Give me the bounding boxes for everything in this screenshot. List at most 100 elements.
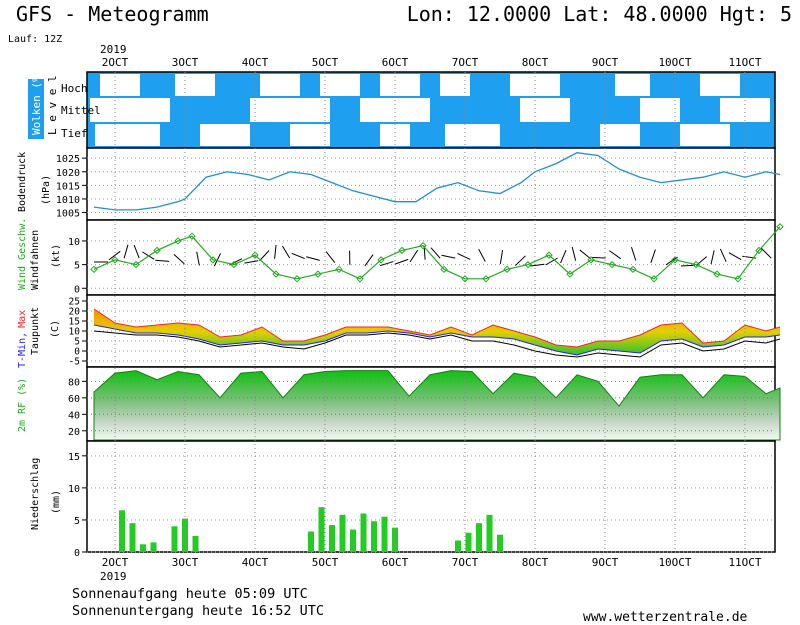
humidity-tick-label: 60 (68, 394, 80, 405)
wind-speed-point (608, 260, 616, 269)
precip-bar (476, 523, 482, 552)
wind-speed-point (174, 237, 182, 245)
precip-bar (455, 540, 461, 552)
cloud-shape (380, 124, 410, 146)
wind-barb (680, 264, 695, 267)
temperature-grid (87, 300, 775, 362)
pressure-tick-label: 1020 (56, 168, 80, 179)
wind-barb (274, 244, 277, 259)
wind-frame (86, 219, 776, 296)
cloud-label: Wolken (%) (30, 69, 43, 135)
date-label-top: 6OCT (382, 56, 409, 69)
wind-barb (457, 253, 471, 260)
cloud-shape (260, 74, 300, 96)
cloud-shape (175, 74, 215, 96)
precip-bars (119, 507, 503, 552)
wind-barb (515, 255, 526, 266)
wind-barb (579, 249, 591, 260)
wind-speed-point (272, 270, 280, 278)
precip-bar (308, 531, 314, 552)
precip-bar (119, 510, 125, 552)
humidity-area (93, 370, 781, 441)
precip-bar (339, 514, 346, 552)
wind-label: Wind Geschw. (17, 218, 28, 290)
temperature-range-band (94, 309, 780, 355)
date-label-bottom: 6OCT (382, 556, 409, 569)
cloud-shape (360, 98, 430, 122)
wind-barb (133, 244, 140, 259)
date-axis-bottom: 2OCT 3OCT 4OCT 5OCT 6OCT 7OCT 8OCT 9OCT 10OCT 11O… (102, 556, 762, 569)
wind-barb (282, 245, 291, 259)
temperature-tick-label: 25 (69, 297, 80, 308)
sunset-text: Sonnenuntergang heute 16:52 UTC (72, 603, 324, 619)
date-label-top: 7OCT (452, 56, 479, 69)
temperature-label: T-Min, Max (17, 310, 28, 368)
wind-speed-point (230, 260, 238, 269)
cloud-level-word: L e v e l (46, 75, 59, 135)
wind-barb (728, 252, 742, 260)
pressure-tick-label: 1025 (56, 154, 80, 165)
website-credit: www.wetterzentrale.de (583, 610, 748, 625)
chart-title: GFS - Meteogramm (16, 2, 209, 26)
wind-unit: (kt) (51, 244, 62, 268)
wind-speed-point (734, 275, 742, 283)
cloud-shape (440, 74, 470, 96)
tmax-label: Max (17, 310, 28, 328)
wind-barb (325, 251, 336, 264)
wind-speed-point (692, 260, 700, 269)
date-label-bottom: 5OCT (312, 556, 339, 569)
precip-panel: 15 10 5 0 Niederschlag (mm) (30, 440, 776, 559)
pressure-tick-label: 1005 (56, 209, 80, 220)
precip-bar (371, 521, 377, 552)
humidity-tick-label: 40 (68, 410, 80, 421)
cloud-shape (720, 98, 770, 122)
wind-barb (379, 261, 394, 267)
wind-speed-point (524, 260, 532, 269)
cloud-shape (445, 124, 500, 146)
wind-panel: 10 5 0 Wind Geschw. Windfahnen (kt) (17, 218, 784, 296)
wind-tick-label: 0 (74, 284, 80, 295)
wind-speed-point (566, 270, 574, 278)
wind-barb (710, 250, 715, 265)
precip-unit: (mm) (51, 490, 62, 514)
pressure-grid (87, 157, 775, 214)
wind-barb (306, 256, 320, 261)
cloud-shape (320, 74, 360, 96)
wind-speed-point (251, 251, 259, 259)
wind-barb (259, 250, 270, 262)
cloud-shape (250, 98, 330, 122)
wind-tick-label: 5 (74, 261, 80, 272)
wind-speed-point (629, 265, 637, 274)
cloud-panel: Wolken (%) L e v e l Hoch Mittel Tief (28, 69, 776, 149)
wind-speed-point (209, 256, 217, 264)
cloud-level-mid: Mittel (61, 104, 101, 117)
wind-speed-point (335, 265, 343, 274)
precip-bar (465, 532, 472, 552)
cloud-shape (380, 74, 420, 96)
precip-bar (129, 523, 136, 552)
precip-frame (86, 440, 776, 553)
wind-speed-point (132, 260, 140, 269)
wind-barb (123, 244, 129, 259)
wind-speed-point (398, 246, 406, 255)
pressure-tick-label: 1015 (56, 181, 80, 192)
dewpoint-line (93, 330, 781, 358)
date-label-top: 4OCT (242, 56, 269, 69)
wind-speed-point (188, 232, 196, 240)
precip-tick-label: 10 (68, 484, 80, 495)
wind-barb (571, 246, 577, 261)
cloud-shape (600, 124, 640, 146)
cloud-shape (90, 98, 170, 122)
date-label-top: 3OCT (172, 56, 199, 69)
cloud-shape (100, 74, 140, 96)
wind-barb (196, 251, 200, 266)
humidity-ticks: 80 60 40 20 (68, 377, 87, 438)
wind-speed-point (671, 256, 679, 264)
cloud-shape (290, 124, 330, 146)
precip-bar (360, 513, 367, 552)
wind-barb (173, 254, 185, 265)
wind-barb (695, 256, 708, 267)
precip-tick-label: 15 (68, 452, 80, 463)
precip-bar (497, 534, 503, 552)
